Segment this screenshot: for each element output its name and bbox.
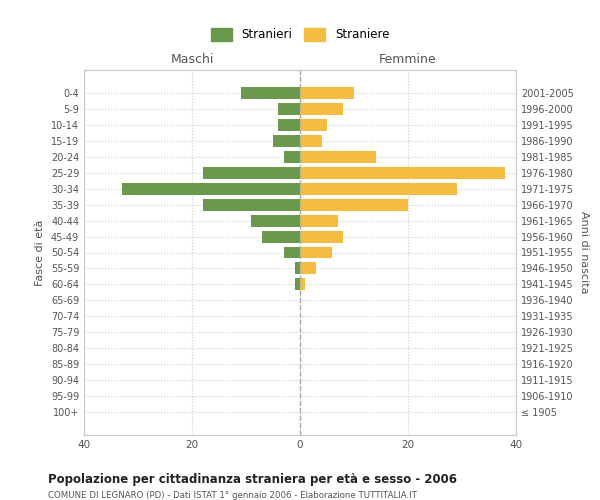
Bar xyxy=(278,102,300,115)
Y-axis label: Anni di nascita: Anni di nascita xyxy=(579,211,589,294)
Text: Femmine: Femmine xyxy=(379,54,437,66)
Bar xyxy=(300,278,305,290)
Bar xyxy=(122,182,300,194)
Bar xyxy=(284,150,300,162)
Bar xyxy=(300,166,505,178)
Bar xyxy=(300,134,322,146)
Text: Maschi: Maschi xyxy=(170,54,214,66)
Y-axis label: Fasce di età: Fasce di età xyxy=(35,220,45,286)
Bar xyxy=(300,230,343,242)
Text: COMUNE DI LEGNARO (PD) - Dati ISTAT 1° gennaio 2006 - Elaborazione TUTTITALIA.IT: COMUNE DI LEGNARO (PD) - Dati ISTAT 1° g… xyxy=(48,491,417,500)
Bar xyxy=(300,198,408,210)
Bar xyxy=(300,262,316,274)
Bar xyxy=(262,230,300,242)
Bar xyxy=(300,150,376,162)
Bar xyxy=(284,246,300,258)
Bar xyxy=(295,278,300,290)
Bar xyxy=(300,182,457,194)
Bar xyxy=(278,118,300,130)
Bar xyxy=(300,86,354,99)
Bar xyxy=(203,198,300,210)
Bar xyxy=(203,166,300,178)
Bar xyxy=(300,214,338,226)
Bar xyxy=(295,262,300,274)
Bar xyxy=(241,86,300,99)
Text: Popolazione per cittadinanza straniera per età e sesso - 2006: Popolazione per cittadinanza straniera p… xyxy=(48,472,457,486)
Bar xyxy=(273,134,300,146)
Bar xyxy=(300,102,343,115)
Bar xyxy=(300,118,327,130)
Legend: Stranieri, Straniere: Stranieri, Straniere xyxy=(211,28,389,42)
Bar xyxy=(300,246,332,258)
Bar xyxy=(251,214,300,226)
